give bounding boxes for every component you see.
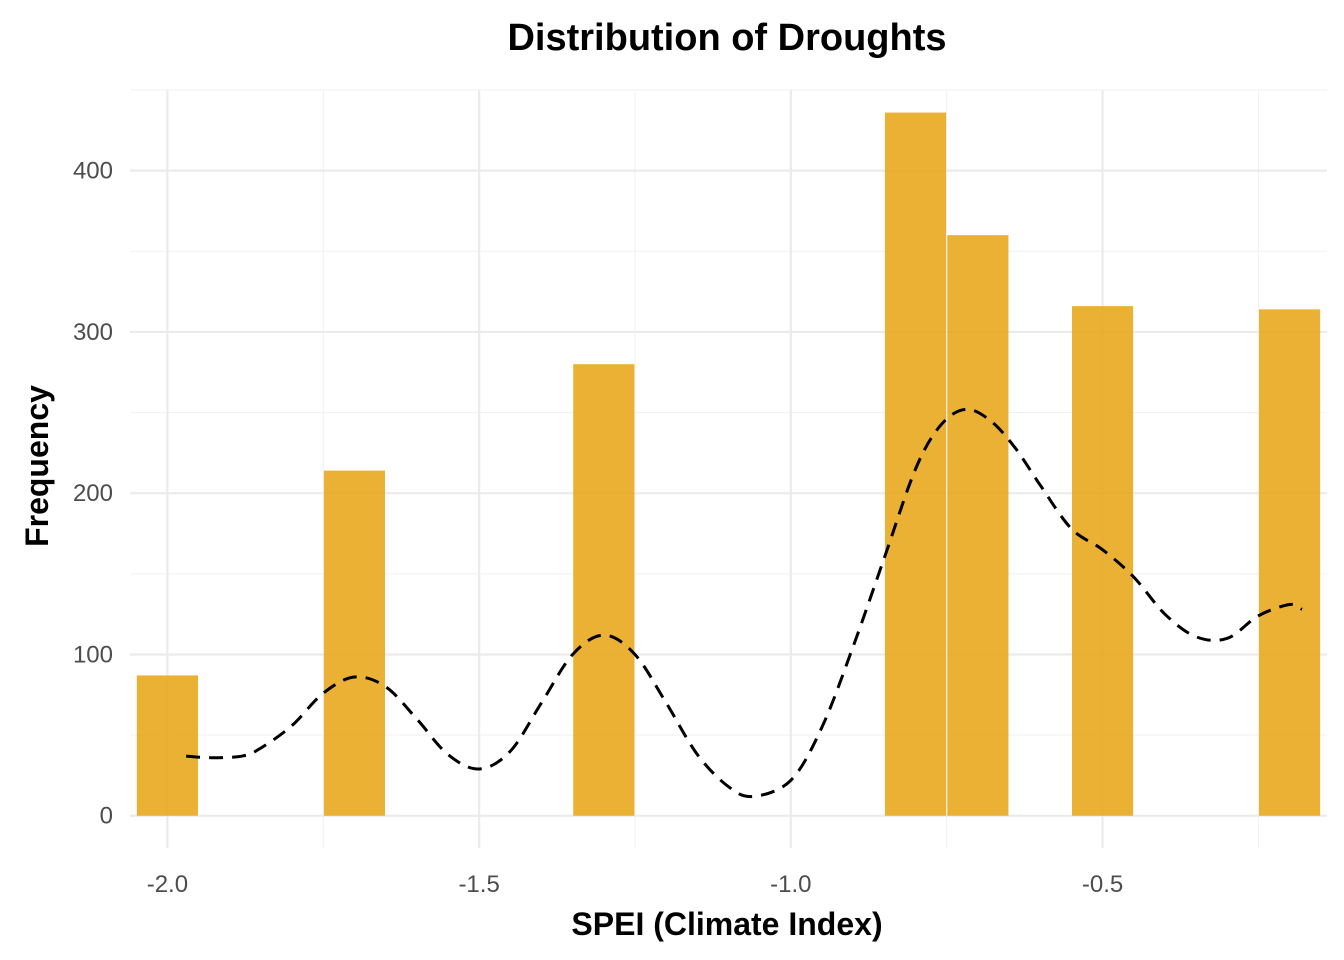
histogram-bar: [573, 364, 635, 816]
histogram-bar: [884, 112, 947, 816]
x-axis-tick-labels: -2.0 -1.5 -1.0 -0.5: [147, 871, 1124, 898]
y-tick-label: 400: [73, 158, 113, 185]
y-tick-label: 300: [73, 319, 113, 346]
histogram-bar: [1259, 309, 1321, 816]
density-curve: [186, 407, 1303, 799]
chart-title: Distribution of Droughts: [507, 17, 946, 59]
y-tick-label: 0: [100, 803, 113, 830]
histogram-bars: [136, 112, 1321, 816]
histogram-bar: [136, 675, 198, 816]
x-tick-label: -1.0: [770, 871, 811, 898]
grid-lines: [130, 89, 1327, 848]
x-axis-title: SPEI (Climate Index): [571, 906, 882, 942]
y-axis-tick-labels: 0 100 200 300 400: [73, 158, 113, 830]
x-tick-label: -2.0: [147, 871, 188, 898]
y-axis-title: Frequency: [19, 385, 55, 547]
histogram-bar: [947, 235, 1009, 816]
y-tick-label: 200: [73, 480, 113, 507]
x-tick-label: -1.5: [458, 871, 499, 898]
histogram-bar: [1071, 306, 1134, 816]
histogram-bar: [323, 470, 386, 816]
y-tick-label: 100: [73, 641, 113, 668]
x-tick-label: -0.5: [1082, 871, 1123, 898]
